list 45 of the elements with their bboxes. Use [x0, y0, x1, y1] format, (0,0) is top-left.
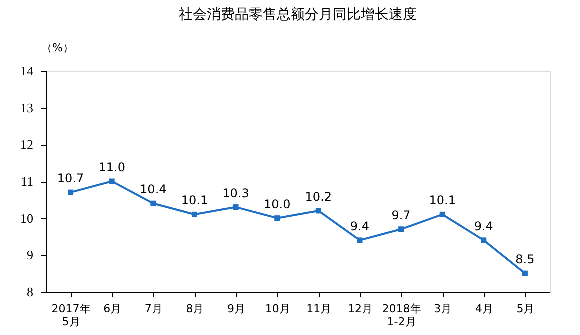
x-tick-label: 9月 [228, 302, 246, 316]
point [150, 200, 156, 206]
data-label: 10.7 [57, 172, 84, 186]
data-label: 10.0 [264, 197, 291, 212]
data-label: 10.4 [140, 182, 167, 197]
x-tick-label: 2018年 1-2月 [382, 302, 422, 328]
point [522, 270, 528, 276]
x-tick-label: 4月 [475, 302, 494, 316]
x-tick-label: 11月 [306, 302, 332, 316]
data-label: 8.5 [516, 252, 535, 267]
point [109, 178, 115, 184]
data-label: 10.3 [222, 186, 250, 200]
point [233, 204, 239, 210]
y-tick-label: 11 [20, 174, 34, 189]
point [192, 212, 198, 218]
data-label: 9.4 [350, 219, 370, 234]
point [274, 216, 280, 222]
chart-title: 社会消费品零售总额分月同比增长速度 [179, 7, 417, 23]
point [68, 190, 74, 196]
data-label: 11.0 [98, 160, 126, 174]
y-tick-label: 13 [20, 100, 34, 116]
y-tick-label: 12 [20, 137, 34, 152]
data-label: 9.4 [474, 219, 494, 234]
x-tick-label: 5月 [516, 302, 535, 316]
y-tick-label: 10 [20, 210, 34, 226]
y-tick-label: 8 [27, 284, 34, 300]
point [398, 226, 404, 232]
x-tick-label: 2017年 5月 [52, 302, 91, 328]
x-tick-label: 10月 [265, 302, 290, 316]
y-tick-label: 9 [27, 248, 34, 263]
point [316, 208, 322, 214]
x-tick-label: 6月 [104, 302, 122, 316]
data-label: 10.1 [429, 194, 456, 208]
y-axis-title: （%） [42, 42, 74, 54]
x-tick-label: 7月 [144, 302, 163, 316]
point [481, 238, 487, 244]
x-tick-label: 12月 [348, 302, 373, 316]
data-label: 9.7 [392, 208, 411, 222]
x-tick-label: 3月 [434, 302, 452, 316]
point [440, 212, 446, 218]
y-tick-label: 14 [20, 64, 34, 78]
data-label: 10.2 [305, 190, 332, 204]
data-label: 10.1 [181, 194, 208, 208]
x-tick-label: 8月 [186, 302, 204, 316]
point [357, 238, 363, 244]
